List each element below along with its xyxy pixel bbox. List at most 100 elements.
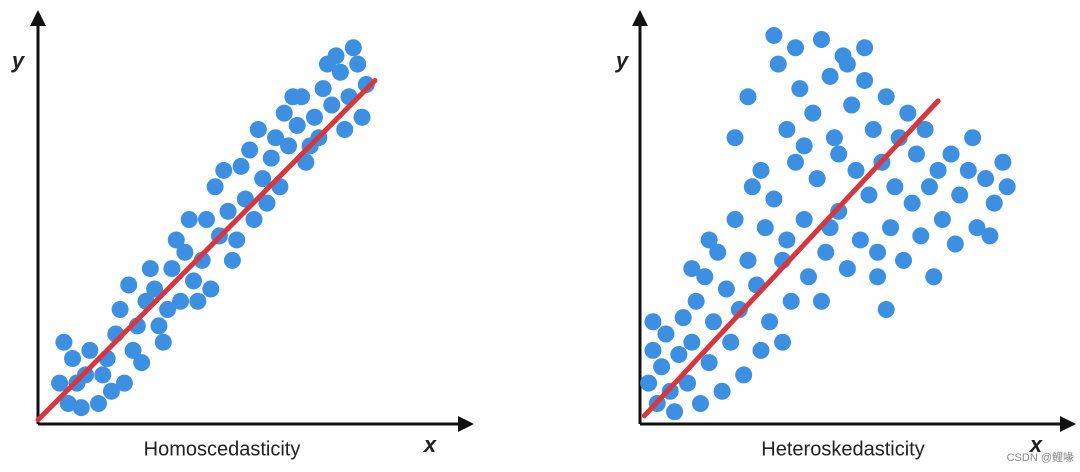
point [55,333,73,351]
point [657,325,675,343]
point [349,55,367,73]
point [843,96,861,114]
point [886,178,904,196]
point [791,80,809,98]
point [959,161,977,179]
point [683,333,701,351]
point [985,194,1003,212]
point [756,219,774,237]
point [232,157,250,175]
point [752,341,770,359]
point [318,55,336,73]
point [869,268,887,286]
point [929,161,947,179]
point [778,121,796,139]
point [223,251,241,269]
point [717,280,735,298]
point [877,300,895,318]
point [821,67,839,85]
point [851,231,869,249]
point [64,350,82,368]
point [336,121,354,139]
chart-title: Homoscedasticity [144,438,301,460]
point [795,211,813,228]
point [825,129,843,147]
point [94,366,112,384]
point [258,194,276,212]
point [799,268,817,286]
point [787,153,805,171]
point [994,153,1012,171]
point [700,231,718,249]
axis-lines [638,22,1064,426]
point [838,55,856,73]
point [778,231,796,249]
point [946,235,964,253]
point [219,202,237,220]
y-axis-label: y [11,48,26,73]
point [666,403,684,421]
point [111,300,129,318]
point [730,300,748,318]
point [353,108,371,126]
point [925,268,943,286]
point [691,395,709,413]
point [812,292,830,310]
point [942,145,960,163]
point [920,178,938,196]
point [804,104,822,122]
point [895,251,913,269]
point [890,129,908,147]
point [726,211,744,228]
point [752,161,770,179]
point [280,137,298,155]
point [981,227,999,245]
point [687,292,705,310]
point [653,358,671,376]
point [761,313,779,331]
point [951,186,969,204]
point [683,260,701,278]
point [124,341,142,359]
point [774,333,792,351]
point [185,272,203,290]
point [765,26,783,44]
point [739,251,757,269]
point [59,395,77,413]
point [817,243,835,261]
point [704,313,722,331]
point [808,170,826,188]
point [314,80,332,98]
point [275,104,293,122]
point [249,121,267,139]
point [782,292,800,310]
point [245,211,263,228]
point [189,292,207,310]
point [765,190,783,208]
fit-line [641,98,941,419]
point [679,374,697,392]
point [877,88,895,106]
point [89,395,107,413]
point [670,345,688,363]
point [644,341,662,359]
point [305,108,323,126]
point [206,178,224,196]
point [640,374,658,392]
point [907,145,925,163]
x-axis-label: x [423,432,437,457]
point [700,354,718,372]
point [812,31,830,49]
x-axis-label: x [1029,432,1043,457]
point [228,231,246,249]
point [903,194,921,212]
point [331,63,349,81]
point [856,71,874,89]
point [838,260,856,278]
point [968,219,986,237]
point [323,96,341,114]
point [977,170,995,188]
point [735,366,753,384]
point [912,227,930,245]
